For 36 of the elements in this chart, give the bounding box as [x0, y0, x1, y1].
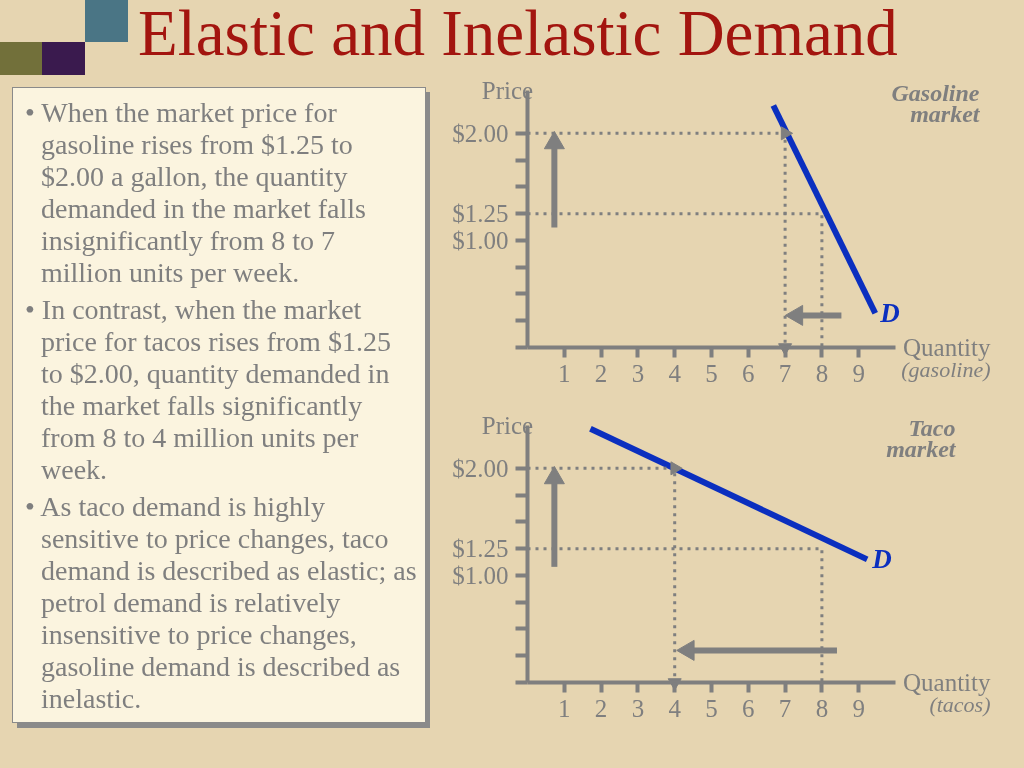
text: • As taco demand is highly sensitive to price changes, taco demand is described as elastic; as petrol demand is relatively insensitive to price changes, gasoline demand is described as inelastic. [25, 491, 418, 715]
series-label: D [879, 298, 900, 329]
x-tick-label: 5 [705, 359, 718, 387]
x-axis-title: Quantity (tacos) [903, 669, 991, 717]
y-tick-label: $1.00 [452, 226, 509, 254]
y-tick-label: $1.00 [452, 561, 509, 589]
x-tick-label: 7 [778, 694, 792, 722]
x-tick-label: 8 [815, 694, 829, 722]
x-tick-label: 4 [668, 359, 682, 387]
x-tick-label: 3 [631, 359, 645, 387]
series-label: D [871, 544, 892, 575]
x-tick-label: 9 [852, 359, 865, 387]
text: • When the market price for gasoline rises from $1.25 to $2.00 a gallon, the quantity demanded in the market falls insignificantly from 8 to 7 million units per week. [25, 97, 367, 289]
y-tick-label: $2.00 [452, 454, 509, 482]
x-tick-label: 5 [705, 694, 718, 722]
x-tick-label: 7 [778, 359, 792, 387]
x-tick-label: 8 [815, 359, 829, 387]
x-tick-label: 4 [668, 694, 682, 722]
chart-title: Gasoline market [891, 79, 981, 127]
y-tick-label: $1.25 [452, 535, 509, 563]
x-tick-label: 9 [852, 694, 865, 722]
x-tick-label: 2 [594, 359, 608, 387]
x-tick-label: 6 [742, 359, 755, 387]
y-axis-title: Price [481, 77, 534, 104]
x-tick-label: 2 [594, 694, 608, 722]
y-tick-label: $2.00 [452, 119, 509, 147]
x-tick-label: 3 [631, 694, 645, 722]
text: • In contrast, when the market price for tacos rises from $1.25 to $2.00, quantity demanded in the market falls significantly from 8 to 4 million units per week. [25, 294, 392, 486]
x-tick-label: 6 [742, 694, 755, 722]
y-axis-title: Price [481, 412, 534, 439]
x-tick-label: 1 [558, 694, 571, 722]
y-tick-label: $1.25 [452, 200, 509, 228]
chart-title: Taco market [886, 414, 957, 462]
x-tick-label: 1 [558, 359, 571, 387]
text: Elastic and Inelastic Demand [138, 0, 899, 70]
x-axis-title: Quantity (gasoline) [901, 334, 991, 382]
